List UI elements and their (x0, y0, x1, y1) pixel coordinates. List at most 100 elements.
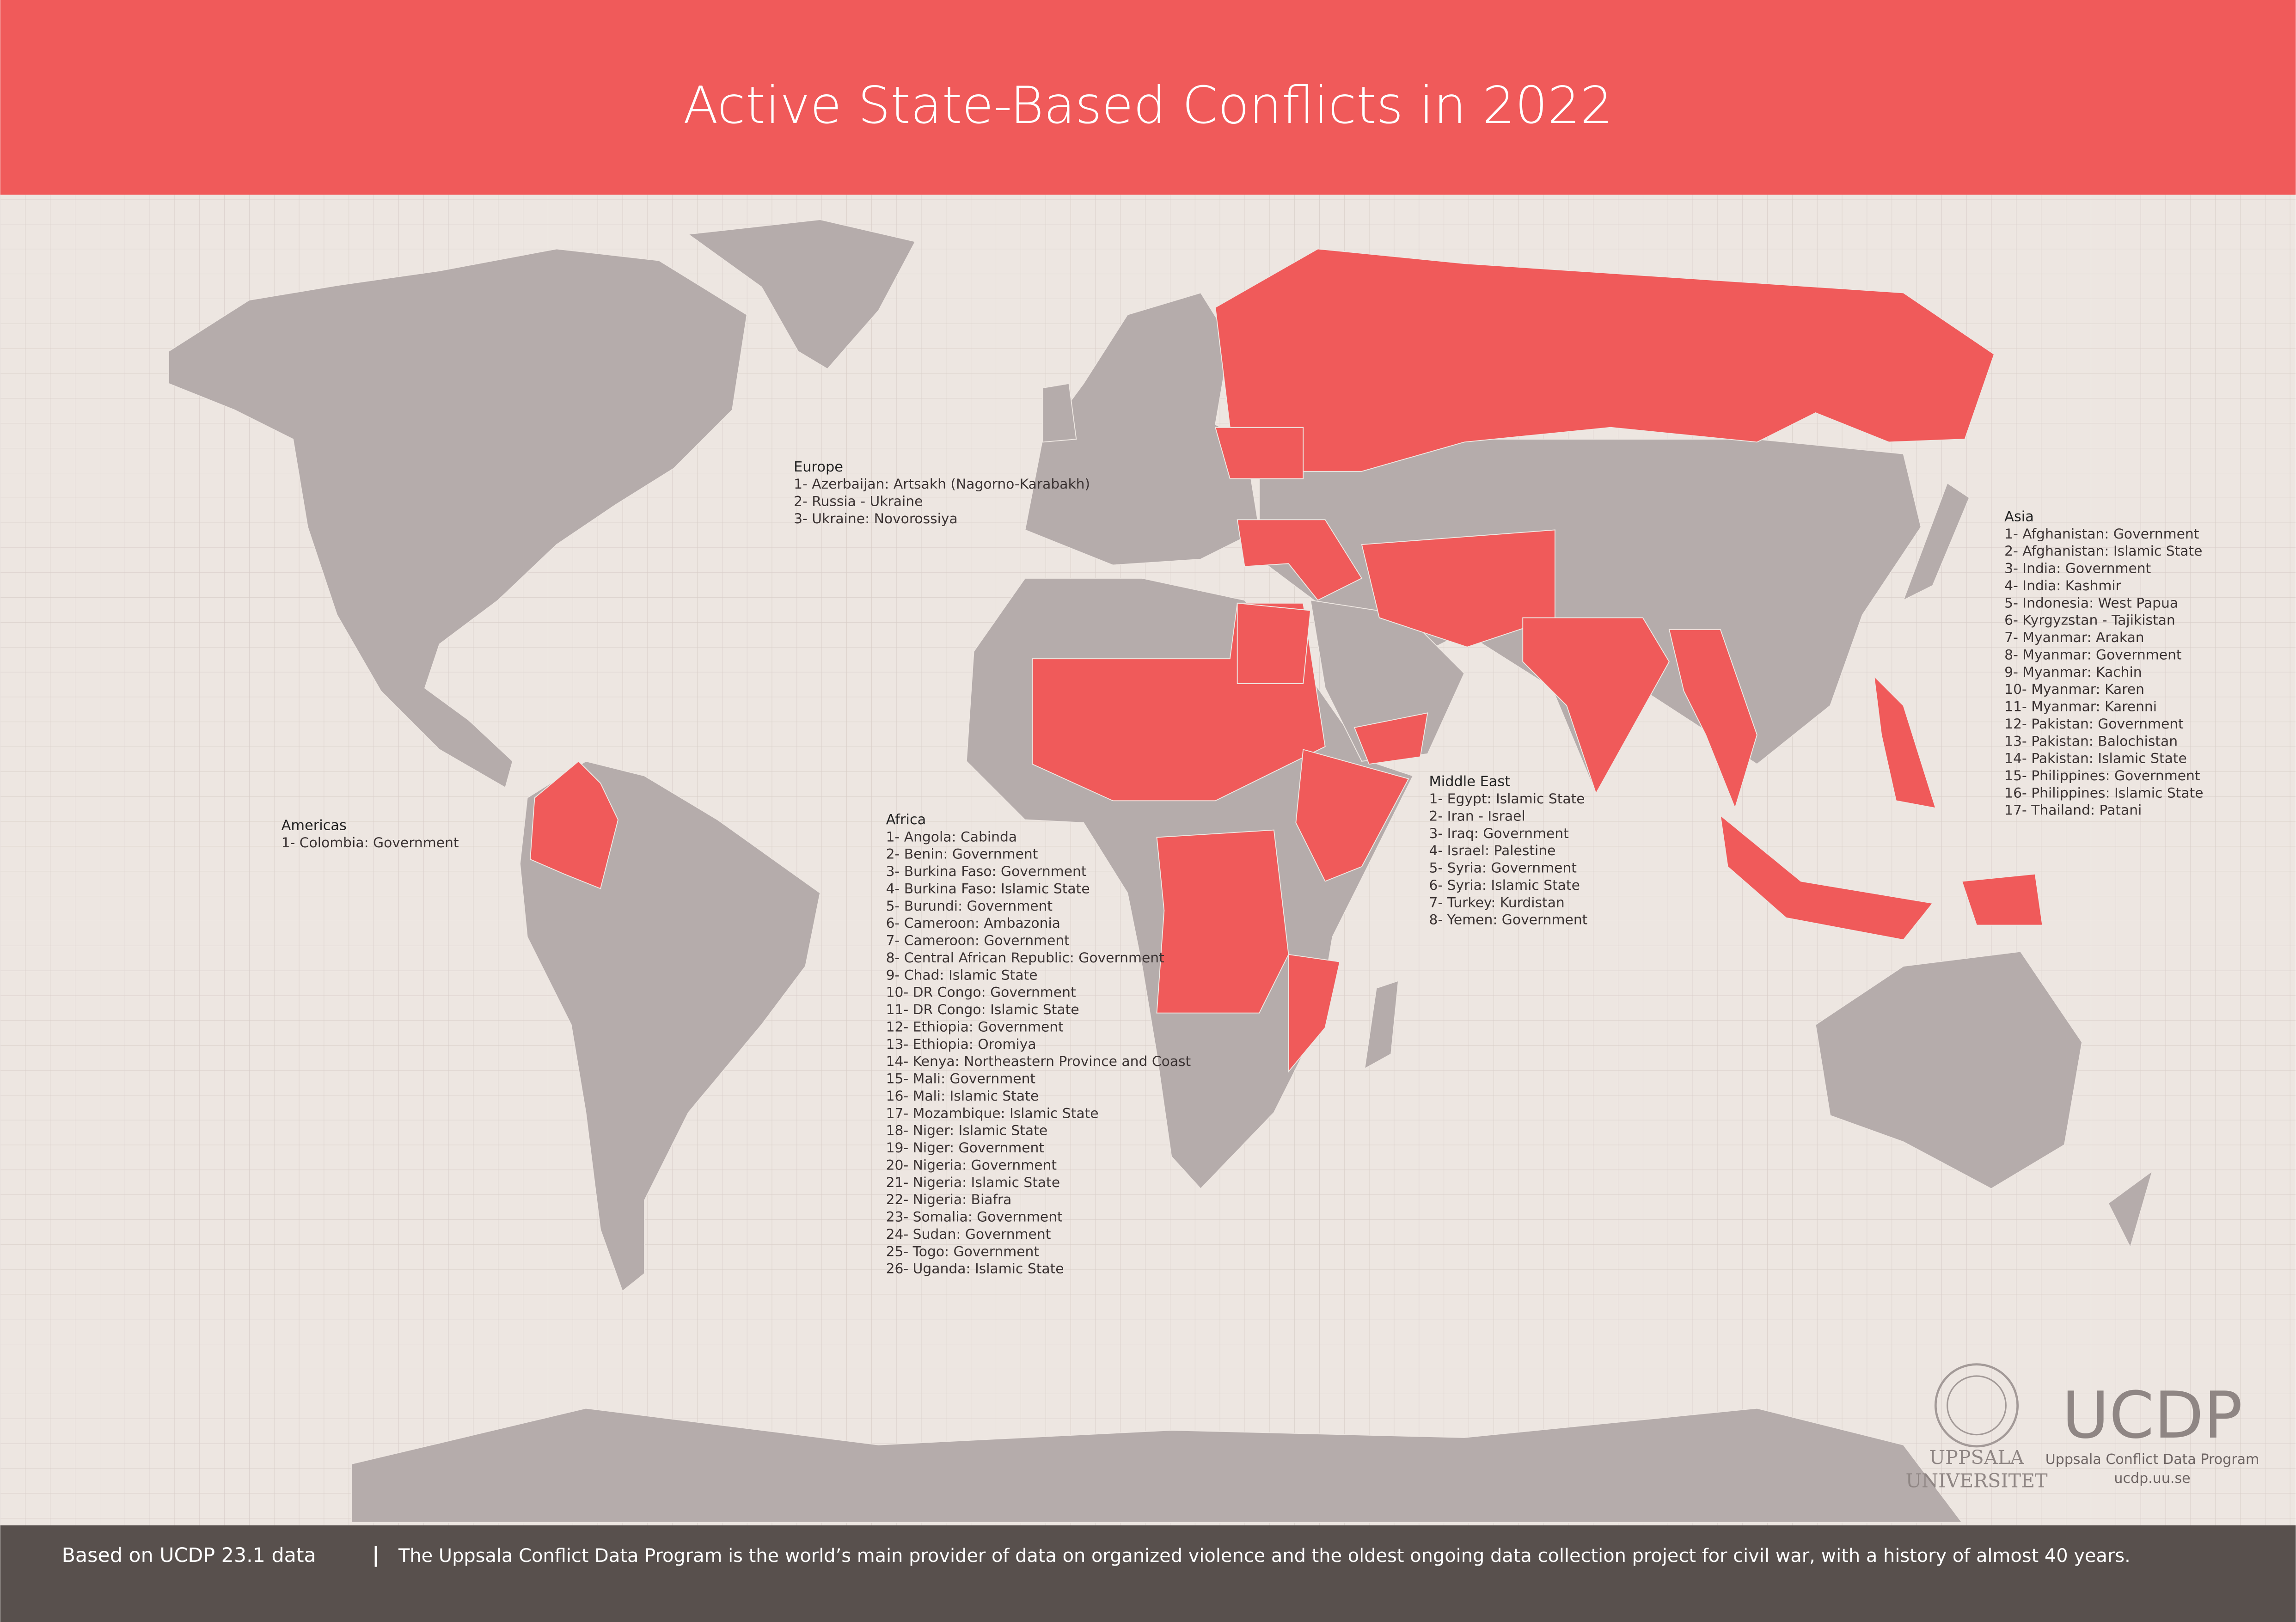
legend-item: 16- Philippines: Islamic State (2004, 785, 2203, 801)
legend-item: 8- Central African Republic: Government (886, 950, 1164, 966)
legend-item: 7- Turkey: Kurdistan (1429, 894, 1565, 911)
legend-item: 12- Ethiopia: Government (886, 1019, 1064, 1035)
legend-item: 16- Mali: Islamic State (886, 1088, 1039, 1104)
legend-item: 1- Azerbaijan: Artsakh (Nagorno-Karabakh… (794, 476, 1090, 492)
philippines (1874, 675, 1936, 809)
legend-item: 14- Kenya: Northeastern Province and Coa… (886, 1053, 1191, 1070)
legend-item: 8- Yemen: Government (1429, 912, 1588, 928)
legend-item: 6- Kyrgyzstan - Tajikistan (2004, 612, 2175, 629)
colombia (530, 760, 619, 889)
legend-item: 7- Myanmar: Arakan (2004, 630, 2144, 646)
legend-item: 5- Burundi: Government (886, 898, 1053, 914)
greenland (687, 219, 916, 370)
legend-item: 21- Nigeria: Islamic State (886, 1175, 1060, 1191)
ucdp-logo: UCDP Uppsala Conflict Data Program ucdp.… (2045, 1378, 2259, 1487)
legend-item: 23- Somalia: Government (886, 1209, 1063, 1225)
footer-band (0, 1525, 2296, 1622)
madagascar (1364, 980, 1399, 1070)
legend-item: 7- Cameroon: Government (886, 933, 1070, 949)
legend-item: 3- Burkina Faso: Government (886, 863, 1087, 880)
legend-item: 22- Nigeria: Biafra (886, 1192, 1012, 1208)
legend-item: 24- Sudan: Government (886, 1226, 1051, 1243)
central-africa (1156, 829, 1289, 1014)
legend-item: 5- Indonesia: West Papua (2004, 595, 2178, 611)
legend-item: 3- Ukraine: Novorossiya (794, 511, 958, 527)
ucdp-name: UCDP (2062, 1378, 2243, 1453)
legend-item: 17- Mozambique: Islamic State (886, 1105, 1099, 1121)
legend-item: 4- Burkina Faso: Islamic State (886, 881, 1090, 897)
new-zealand (2107, 1170, 2153, 1249)
legend-title: Africa (886, 812, 926, 828)
legend-item: 9- Myanmar: Kachin (2004, 664, 2142, 680)
legend-item: 6- Syria: Islamic State (1429, 877, 1580, 894)
legend-item: 4- Israel: Palestine (1429, 843, 1556, 859)
legend-item: 13- Pakistan: Balochistan (2004, 733, 2178, 749)
conflict-countries (530, 248, 2043, 1073)
ucdp-subtitle: Uppsala Conflict Data Program (2045, 1451, 2259, 1468)
legend-item: 5- Syria: Government (1429, 860, 1577, 876)
ucdp-url: ucdp.uu.se (2114, 1470, 2190, 1487)
uppsala-line1: UPPSALA (1929, 1446, 2024, 1469)
uppsala-line2: UNIVERSITET (1905, 1470, 2048, 1492)
ukraine (1214, 427, 1304, 479)
legend-item: 2- Benin: Government (886, 846, 1038, 863)
horn-of-africa (1295, 749, 1409, 882)
legend-item: 3- Iraq: Government (1429, 826, 1569, 842)
footer-separator: | (372, 1543, 380, 1567)
legend-item: 3- India: Government (2004, 561, 2151, 577)
legend-item: 12- Pakistan: Government (2004, 716, 2184, 732)
legend-item: 11- DR Congo: Islamic State (886, 1002, 1079, 1018)
british-isles (1042, 383, 1077, 443)
uppsala-logo: UPPSALA UNIVERSITET (1905, 1363, 2048, 1492)
legend-item: 1- Afghanistan: Government (2004, 526, 2199, 542)
legend-title: Europe (794, 459, 843, 475)
legend-item: 20- Nigeria: Government (886, 1157, 1057, 1173)
legend-item: 1- Colombia: Government (282, 835, 459, 851)
north-america (168, 248, 747, 789)
south-america (519, 760, 821, 1292)
legend-item: 14- Pakistan: Islamic State (2004, 751, 2187, 767)
japan (1902, 482, 1970, 601)
legend-item: 2- Afghanistan: Islamic State (2004, 543, 2202, 559)
legend-item: 8- Myanmar: Government (2004, 647, 2181, 663)
australia (1815, 951, 2083, 1189)
legend-title: Middle East (1429, 774, 1511, 790)
legend-item: 15- Mali: Government (886, 1071, 1035, 1087)
legend-item: 9- Chad: Islamic State (886, 967, 1038, 983)
india (1522, 617, 1670, 795)
turkey-syria-iraq (1237, 519, 1363, 601)
legend-item: 1- Angola: Cabinda (886, 829, 1017, 845)
legend-title: Asia (2004, 508, 2034, 525)
europe (1024, 292, 1260, 566)
russia (1215, 248, 1995, 472)
egypt (1237, 602, 1311, 684)
footer-description: The Uppsala Conflict Data Program is the… (398, 1545, 2131, 1567)
legend-item: 1- Egypt: Islamic State (1429, 791, 1585, 807)
mozambique (1288, 954, 1341, 1073)
legend-title: Americas (282, 818, 347, 834)
legend-item: 2- Russia - Ukraine (794, 494, 923, 510)
legend-item: 10- Myanmar: Karen (2004, 681, 2144, 698)
legend-item: 4- India: Kashmir (2004, 578, 2121, 594)
indonesia (1720, 814, 1934, 941)
legend-item: 15- Philippines: Government (2004, 768, 2200, 784)
legend-item: 17- Thailand: Patani (2004, 802, 2142, 819)
legend-item: 6- Cameroon: Ambazonia (886, 915, 1060, 931)
antarctica (351, 1408, 1963, 1523)
legend-item: 10- DR Congo: Government (886, 985, 1076, 1001)
legend-item: 19- Niger: Government (886, 1140, 1044, 1156)
legend-item: 11- Myanmar: Karenni (2004, 699, 2157, 715)
myanmar-thailand (1668, 629, 1757, 810)
legend-item: 2- Iran - Israel (1429, 808, 1525, 824)
west-papua (1961, 873, 2043, 926)
legend-item: 26- Uganda: Islamic State (886, 1261, 1064, 1277)
legend-item: 25- Togo: Government (886, 1243, 1039, 1260)
title: Active State-Based Conflicts in 2022 (683, 76, 1613, 135)
legend-item: 13- Ethiopia: Oromiya (886, 1036, 1036, 1053)
iran-afghanistan-pakistan (1361, 529, 1555, 648)
footer-source: Based on UCDP 23.1 data (62, 1544, 316, 1567)
header-band (0, 0, 2296, 195)
yemen (1353, 712, 1428, 765)
